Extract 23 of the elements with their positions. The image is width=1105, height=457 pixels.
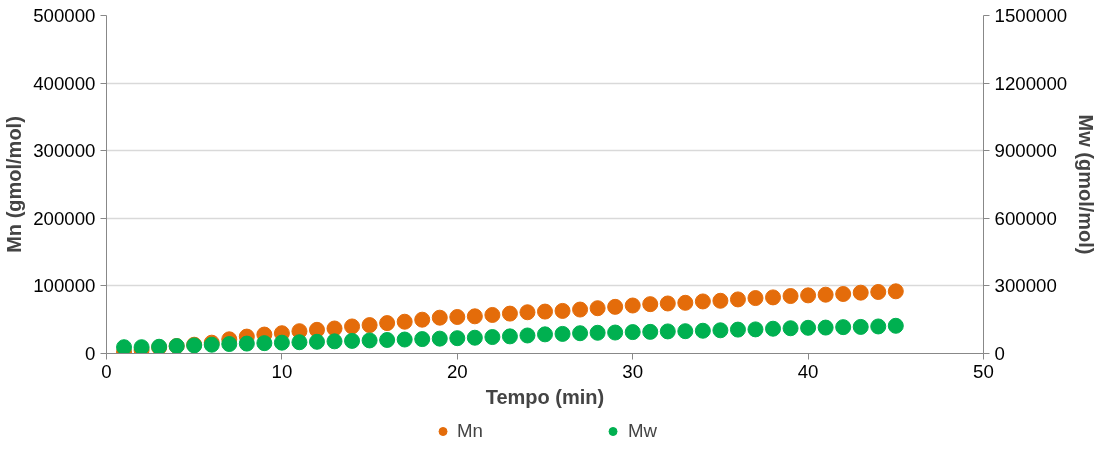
legend-label: Mn: [457, 420, 483, 442]
y2-axis-title: Mw (gmol/mol): [1075, 114, 1098, 255]
x-tick-label: 30: [622, 360, 644, 382]
y-tick-label: 500000: [33, 5, 96, 26]
y-axis-title: Mn (gmol/mol): [3, 116, 26, 253]
x-axis-title: Tempo (min): [485, 385, 605, 408]
x-tick-label: 40: [797, 360, 819, 382]
y2-tick-label: 300000: [994, 275, 1057, 297]
x-tick-label: 0: [101, 360, 112, 382]
y-tick-label: 200000: [33, 207, 96, 229]
y2-tick-label: 1500000: [994, 5, 1068, 26]
y-tick-label: 400000: [33, 72, 96, 94]
y2-tick-label: 0: [994, 343, 1005, 364]
y2-tick-label: 1200000: [994, 72, 1068, 94]
y2-tick-label: 900000: [994, 140, 1057, 162]
y-tick-label: 100000: [33, 275, 96, 297]
y-tick-label: 0: [85, 343, 96, 364]
x-tick-label: 20: [446, 360, 468, 382]
x-tick-label: 10: [271, 360, 293, 382]
y-tick-label: 300000: [33, 140, 96, 162]
y2-tick-label: 600000: [994, 207, 1057, 229]
x-tick-label: 50: [973, 360, 994, 382]
legend-label: Mw: [627, 420, 657, 442]
